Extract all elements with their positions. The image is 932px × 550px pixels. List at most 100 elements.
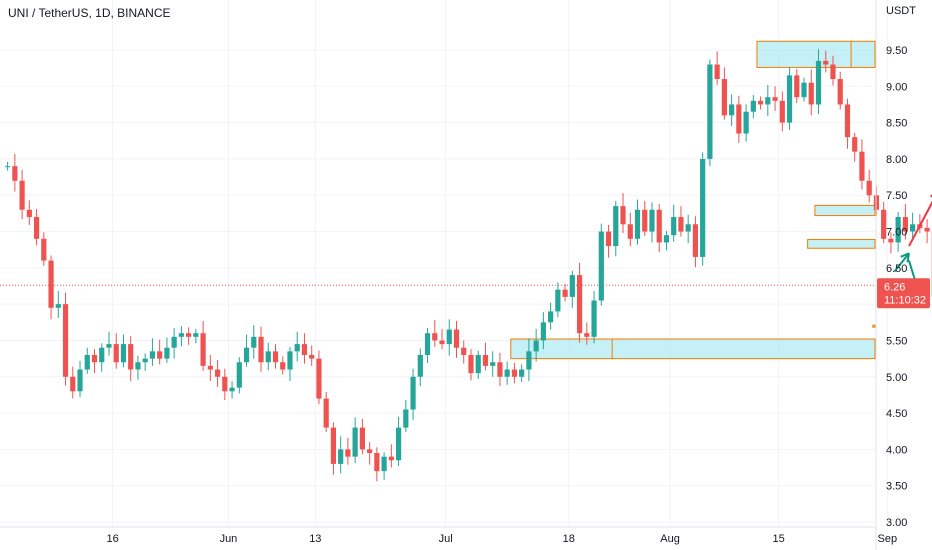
candle (338, 436, 344, 474)
candle (511, 362, 518, 384)
candle (779, 91, 785, 132)
candle (497, 352, 503, 387)
candle (555, 282, 561, 318)
candle (272, 344, 279, 369)
time-tick-label: 15 (773, 533, 785, 545)
candle (540, 312, 546, 350)
candle (924, 219, 930, 244)
candle (128, 336, 134, 382)
candle (186, 327, 192, 345)
price-tick-label: 3.00 (886, 517, 907, 529)
candle (859, 139, 865, 190)
time-tick-label: 16 (106, 533, 118, 545)
candle (598, 223, 604, 306)
candle (12, 153, 18, 192)
candle (707, 59, 713, 167)
bar-countdown: 11:10:32 (884, 294, 926, 306)
candle (178, 325, 184, 347)
candle (902, 203, 908, 240)
candle (316, 350, 322, 405)
candle (714, 51, 720, 85)
candle (548, 302, 554, 330)
candle (374, 447, 380, 482)
candle (120, 334, 127, 368)
candle (844, 98, 851, 149)
candle (519, 364, 525, 382)
time-tick-label: Sep (877, 533, 897, 545)
candle (280, 356, 286, 375)
support-zone-thin (872, 324, 876, 328)
candle (243, 334, 250, 367)
candle (99, 343, 105, 372)
candle (634, 199, 641, 245)
candle (830, 55, 836, 86)
price-tick-label: 8.50 (886, 118, 907, 130)
candle (786, 67, 793, 130)
candle (663, 230, 670, 251)
candle (743, 104, 749, 142)
candle (482, 342, 489, 371)
candle (490, 351, 496, 377)
candle (671, 204, 677, 242)
candle (685, 214, 691, 244)
candle (171, 328, 177, 359)
time-axis[interactable]: 16Jun13Jul18Aug15Sep1223 (106, 533, 932, 545)
candle (70, 366, 76, 399)
price-tick-label: 6.50 (886, 263, 907, 275)
candle (910, 212, 916, 239)
candle (301, 333, 308, 364)
candle (757, 96, 764, 110)
candle (576, 262, 583, 343)
candle (33, 209, 40, 246)
candle (794, 68, 800, 104)
last-price-value: 6.26 (884, 281, 905, 293)
time-tick-label: Jun (220, 533, 238, 545)
candle (881, 201, 887, 244)
candle (251, 325, 257, 359)
candle (222, 368, 228, 401)
candle (214, 360, 221, 387)
candle (193, 328, 199, 344)
time-tick-label: 13 (309, 533, 321, 545)
candle (468, 349, 474, 381)
price-tick-label: 7.00 (886, 227, 907, 239)
candle (265, 342, 271, 371)
candle (475, 350, 481, 379)
price-tick-label: 4.50 (886, 408, 907, 420)
candle (533, 328, 539, 362)
candle (446, 319, 452, 356)
candle (287, 346, 293, 382)
price-tick-label: 4.00 (886, 444, 907, 456)
support-zone-bottom (510, 338, 876, 360)
candle (388, 444, 394, 468)
candle (504, 361, 510, 385)
candle (135, 355, 141, 380)
candle (403, 400, 409, 432)
candle (729, 94, 735, 127)
resistance-zone-lower (807, 239, 876, 249)
candle (352, 417, 358, 464)
price-tick-label: 9.50 (886, 45, 907, 57)
candle (106, 331, 112, 356)
candle (142, 353, 148, 371)
price-tick-label: 3.50 (886, 481, 907, 493)
candle (772, 86, 778, 111)
price-tick-label: 5.50 (886, 335, 907, 347)
candle (605, 225, 612, 258)
candle (461, 340, 467, 364)
candle (294, 331, 300, 362)
candle (48, 255, 54, 320)
candle (895, 211, 901, 252)
candle (323, 392, 329, 432)
candle (852, 132, 858, 162)
candle (41, 232, 47, 266)
time-tick-label: Jul (439, 533, 453, 545)
candle (410, 368, 416, 421)
candle (584, 322, 590, 345)
candle (721, 67, 727, 120)
candle (823, 50, 829, 73)
candle (367, 442, 373, 465)
candle (815, 49, 822, 114)
